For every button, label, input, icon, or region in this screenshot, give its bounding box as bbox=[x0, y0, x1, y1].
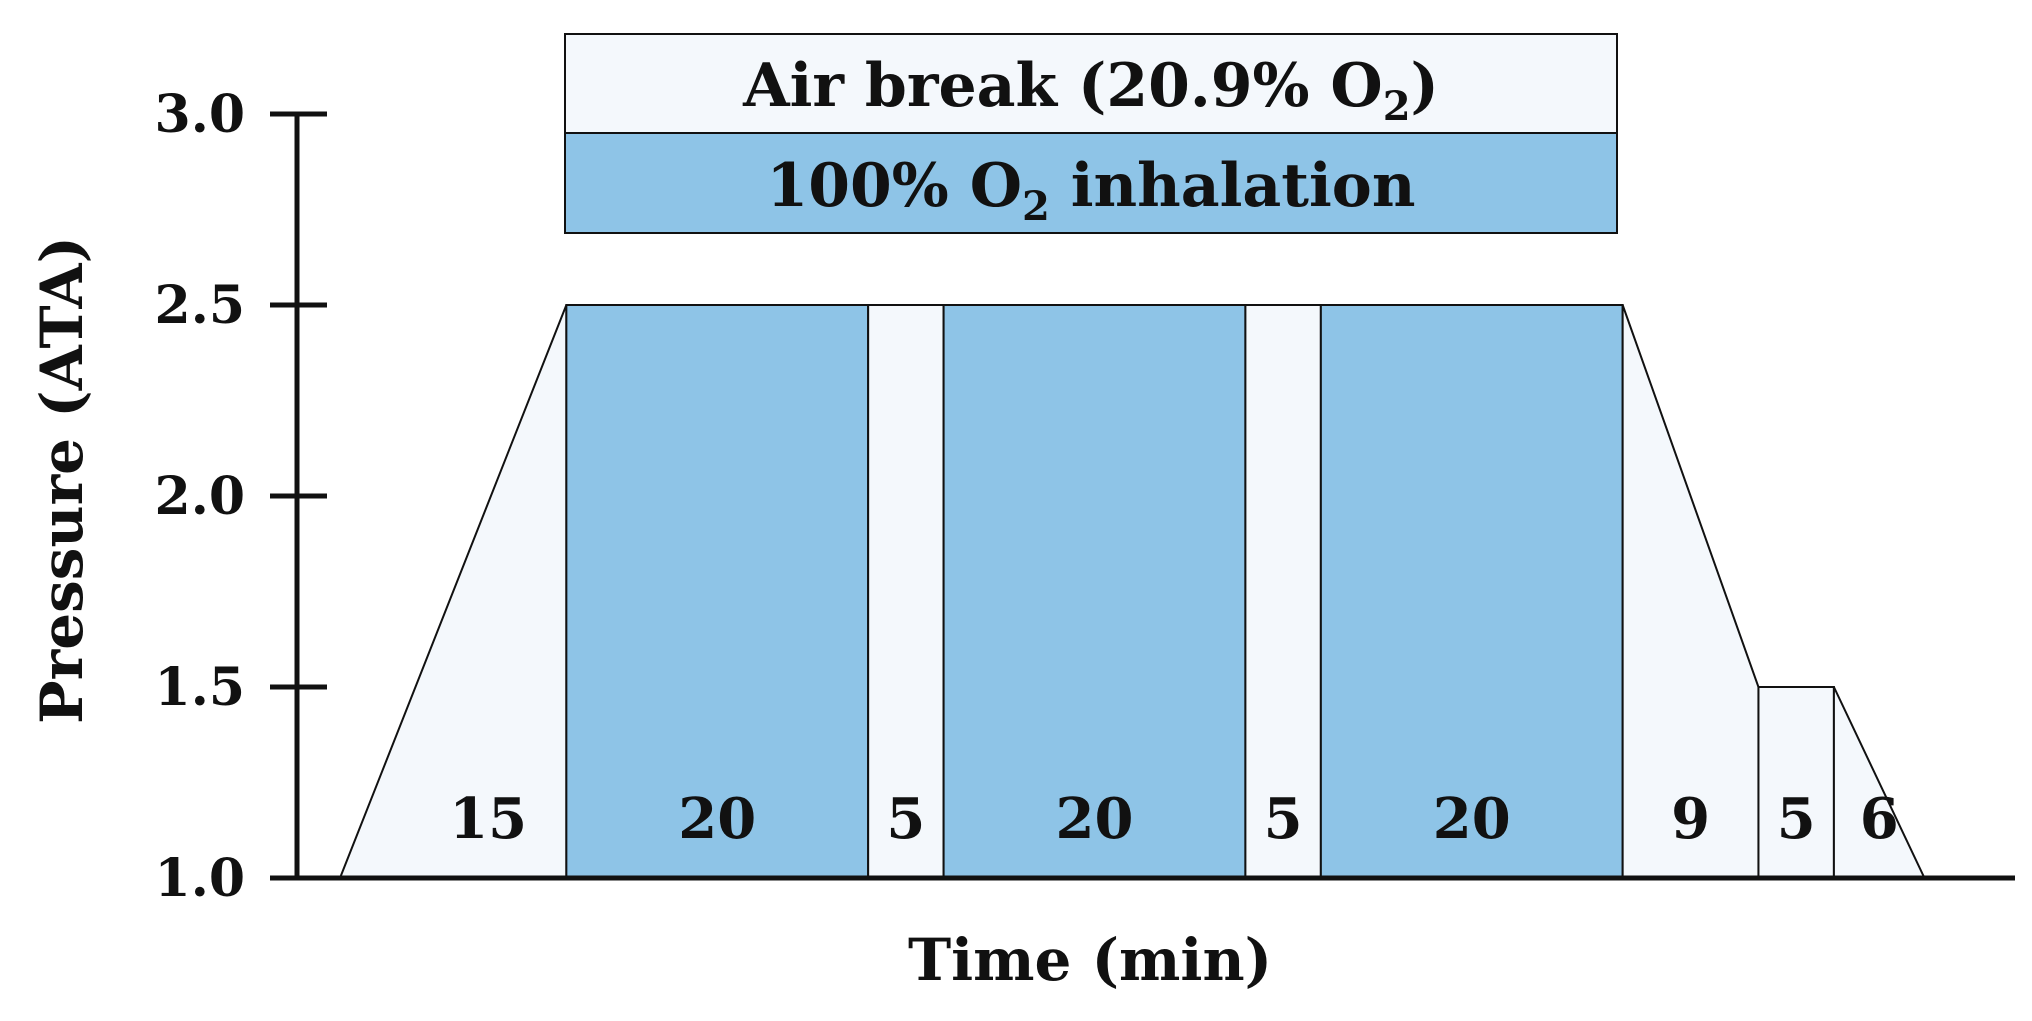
y-tick-label: 2.0 bbox=[155, 466, 245, 527]
y-tick-label: 1.5 bbox=[155, 657, 245, 718]
x-axis-label: Time (min) bbox=[908, 926, 1272, 994]
legend-air-text: Air break (20.9% O2) bbox=[742, 51, 1439, 130]
y-tick-label: 2.5 bbox=[155, 275, 245, 336]
segment-duration-label: 20 bbox=[1056, 786, 1134, 852]
y-tick-label: 3.0 bbox=[155, 84, 245, 145]
y-axis-label: Pressure (ATA) bbox=[28, 236, 96, 724]
segment-duration-label: 5 bbox=[886, 786, 925, 852]
legend-air-suffix: ) bbox=[1411, 51, 1439, 121]
legend-o2-text: 100% O2 inhalation bbox=[767, 151, 1416, 230]
segment-duration-label: 15 bbox=[449, 786, 527, 852]
segment-duration-label: 9 bbox=[1671, 786, 1710, 852]
legend-air-box bbox=[564, 33, 1618, 134]
segment-duration-label: 6 bbox=[1860, 786, 1899, 852]
legend-o2-suffix: inhalation bbox=[1050, 151, 1416, 221]
legend-o2-sub: 2 bbox=[1022, 183, 1050, 230]
legend: Air break (20.9% O2) 100% O2 inhalation bbox=[564, 33, 1618, 234]
legend-air-prefix: Air break (20.9% O bbox=[742, 51, 1383, 121]
legend-air-sub: 2 bbox=[1383, 83, 1411, 130]
axes-layer: 1.0 1.5 2.0 2.5 3.0 bbox=[155, 84, 2015, 909]
segment-duration-label: 5 bbox=[1777, 786, 1816, 852]
legend-o2-prefix: 100% O bbox=[767, 151, 1022, 221]
segment-duration-label: 20 bbox=[678, 786, 756, 852]
segments-layer: 15 20 5 20 5 20 9 5 6 bbox=[338, 304, 1927, 879]
legend-o2-box bbox=[564, 132, 1618, 234]
y-tick-label: 1.0 bbox=[155, 848, 245, 909]
segment-duration-label: 20 bbox=[1433, 786, 1511, 852]
segment-duration-label: 5 bbox=[1264, 786, 1303, 852]
